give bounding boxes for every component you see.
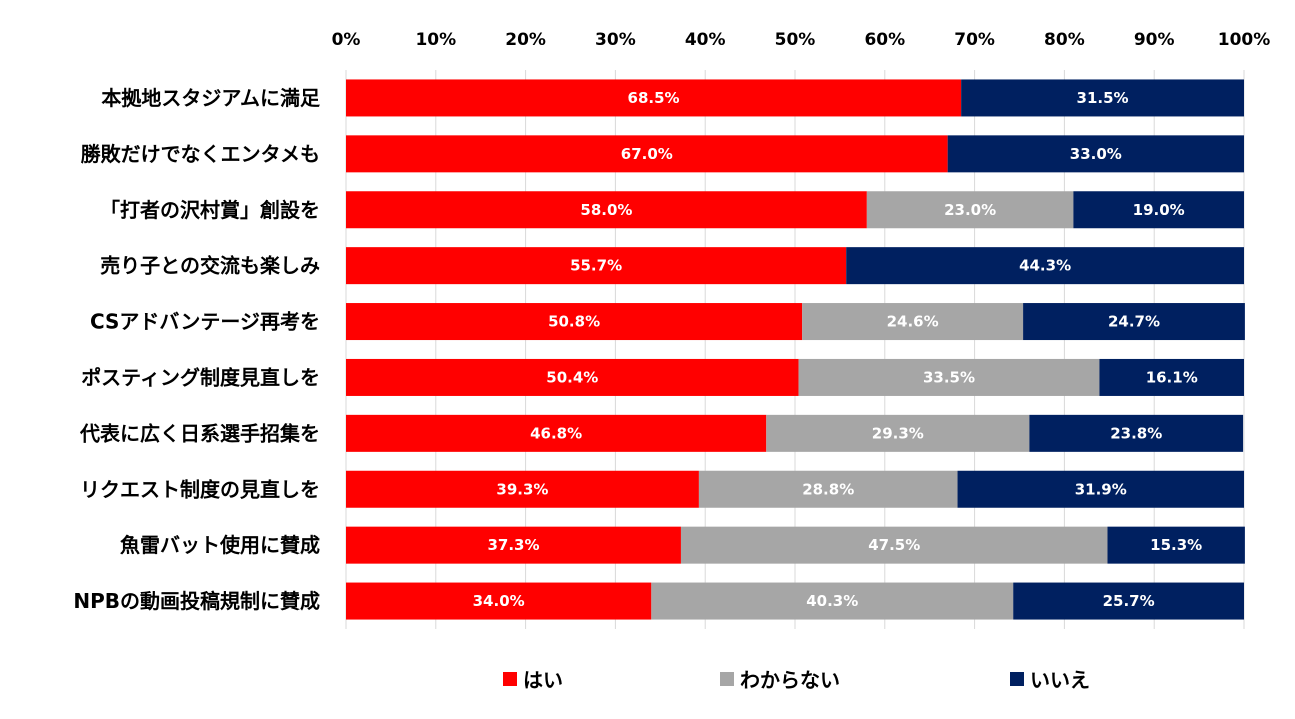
x-tick-label: 100% <box>1218 30 1271 50</box>
bar-segment <box>346 303 803 341</box>
bar-segment <box>1029 414 1244 452</box>
bar-segment <box>802 303 1024 341</box>
bar-segment <box>346 582 652 620</box>
data-label: 28.8% <box>802 480 854 498</box>
data-label: 55.7% <box>570 257 622 275</box>
legend-swatch <box>1010 672 1024 686</box>
category-label: リクエスト制度の見直しを <box>80 477 320 501</box>
bar-segment <box>680 526 1108 564</box>
data-label: 15.3% <box>1150 536 1202 554</box>
x-tick-label: 40% <box>685 30 726 50</box>
data-label: 58.0% <box>580 201 632 219</box>
bar-segment <box>346 247 847 285</box>
bar-segment <box>866 191 1074 229</box>
data-label: 29.3% <box>872 424 924 442</box>
data-label: 25.7% <box>1103 592 1155 610</box>
category-label: ポスティング制度見直しを <box>81 365 320 389</box>
bar-segment <box>346 470 699 508</box>
data-label: 34.0% <box>473 592 525 610</box>
legend-swatch <box>720 672 734 686</box>
bar-segment <box>947 135 1244 173</box>
data-label: 23.0% <box>944 201 996 219</box>
x-tick-label: 80% <box>1044 30 1085 50</box>
bar-segment <box>346 135 948 173</box>
data-label: 23.8% <box>1110 424 1162 442</box>
bar-segment <box>961 79 1244 117</box>
x-tick-label: 70% <box>954 30 995 50</box>
bar-segment <box>651 582 1014 620</box>
data-label: 24.7% <box>1108 313 1160 331</box>
x-tick-label: 20% <box>505 30 546 50</box>
bar-segment <box>346 191 867 229</box>
data-label: 16.1% <box>1146 368 1198 386</box>
bar-segment <box>798 358 1100 396</box>
bar-segment <box>766 414 1030 452</box>
bar-segment <box>957 470 1244 508</box>
category-label: 代表に広く日系選手招集を <box>79 421 320 445</box>
bar-segment <box>346 358 799 396</box>
bar-segment <box>1013 582 1244 620</box>
data-label: 40.3% <box>806 592 858 610</box>
bar-segment <box>1073 191 1244 229</box>
bar-segment <box>1107 526 1245 564</box>
data-label: 50.8% <box>548 313 600 331</box>
legend-item: わからない <box>720 668 840 692</box>
category-label: 魚雷バット使用に賛成 <box>120 533 320 557</box>
data-label: 33.0% <box>1070 145 1122 163</box>
data-label: 37.3% <box>487 536 539 554</box>
data-label: 44.3% <box>1019 257 1071 275</box>
data-label: 50.4% <box>546 368 598 386</box>
data-label: 46.8% <box>530 424 582 442</box>
x-tick-label: 60% <box>864 30 905 50</box>
bar-segment <box>698 470 958 508</box>
data-label: 31.9% <box>1075 480 1127 498</box>
legend-swatch <box>503 672 517 686</box>
data-label: 68.5% <box>628 89 680 107</box>
legend-item: いいえ <box>1010 668 1090 692</box>
x-tick-label: 90% <box>1134 30 1175 50</box>
category-label: 勝敗だけでなくエンタメも <box>81 142 320 166</box>
category-label: NPBの動画投稿規制に賛成 <box>73 589 320 613</box>
x-tick-label: 50% <box>775 30 816 50</box>
x-tick-label: 10% <box>415 30 456 50</box>
bar-segment <box>846 247 1244 285</box>
category-label: CSアドバンテージ再考を <box>90 310 320 334</box>
data-label: 31.5% <box>1077 89 1129 107</box>
legend-item: はい <box>503 668 563 692</box>
bar-segment <box>346 526 681 564</box>
legend-label: いいえ <box>1030 668 1090 692</box>
bar-segment <box>346 79 962 117</box>
data-label: 47.5% <box>868 536 920 554</box>
category-label: 「打者の沢村賞」創設を <box>100 198 320 222</box>
data-label: 67.0% <box>621 145 673 163</box>
legend-label: わからない <box>740 668 840 692</box>
bar-segment <box>346 414 767 452</box>
data-label: 19.0% <box>1133 201 1185 219</box>
category-label: 本拠地スタジアムに満足 <box>101 86 321 110</box>
x-tick-label: 30% <box>595 30 636 50</box>
x-tick-label: 0% <box>332 30 361 50</box>
data-label: 33.5% <box>923 368 975 386</box>
bar-segment <box>1023 303 1245 341</box>
data-label: 24.6% <box>887 313 939 331</box>
bar-segment <box>1099 358 1244 396</box>
legend-label: はい <box>523 668 563 692</box>
category-label: 売り子との交流も楽しみ <box>100 254 320 278</box>
data-label: 39.3% <box>496 480 548 498</box>
